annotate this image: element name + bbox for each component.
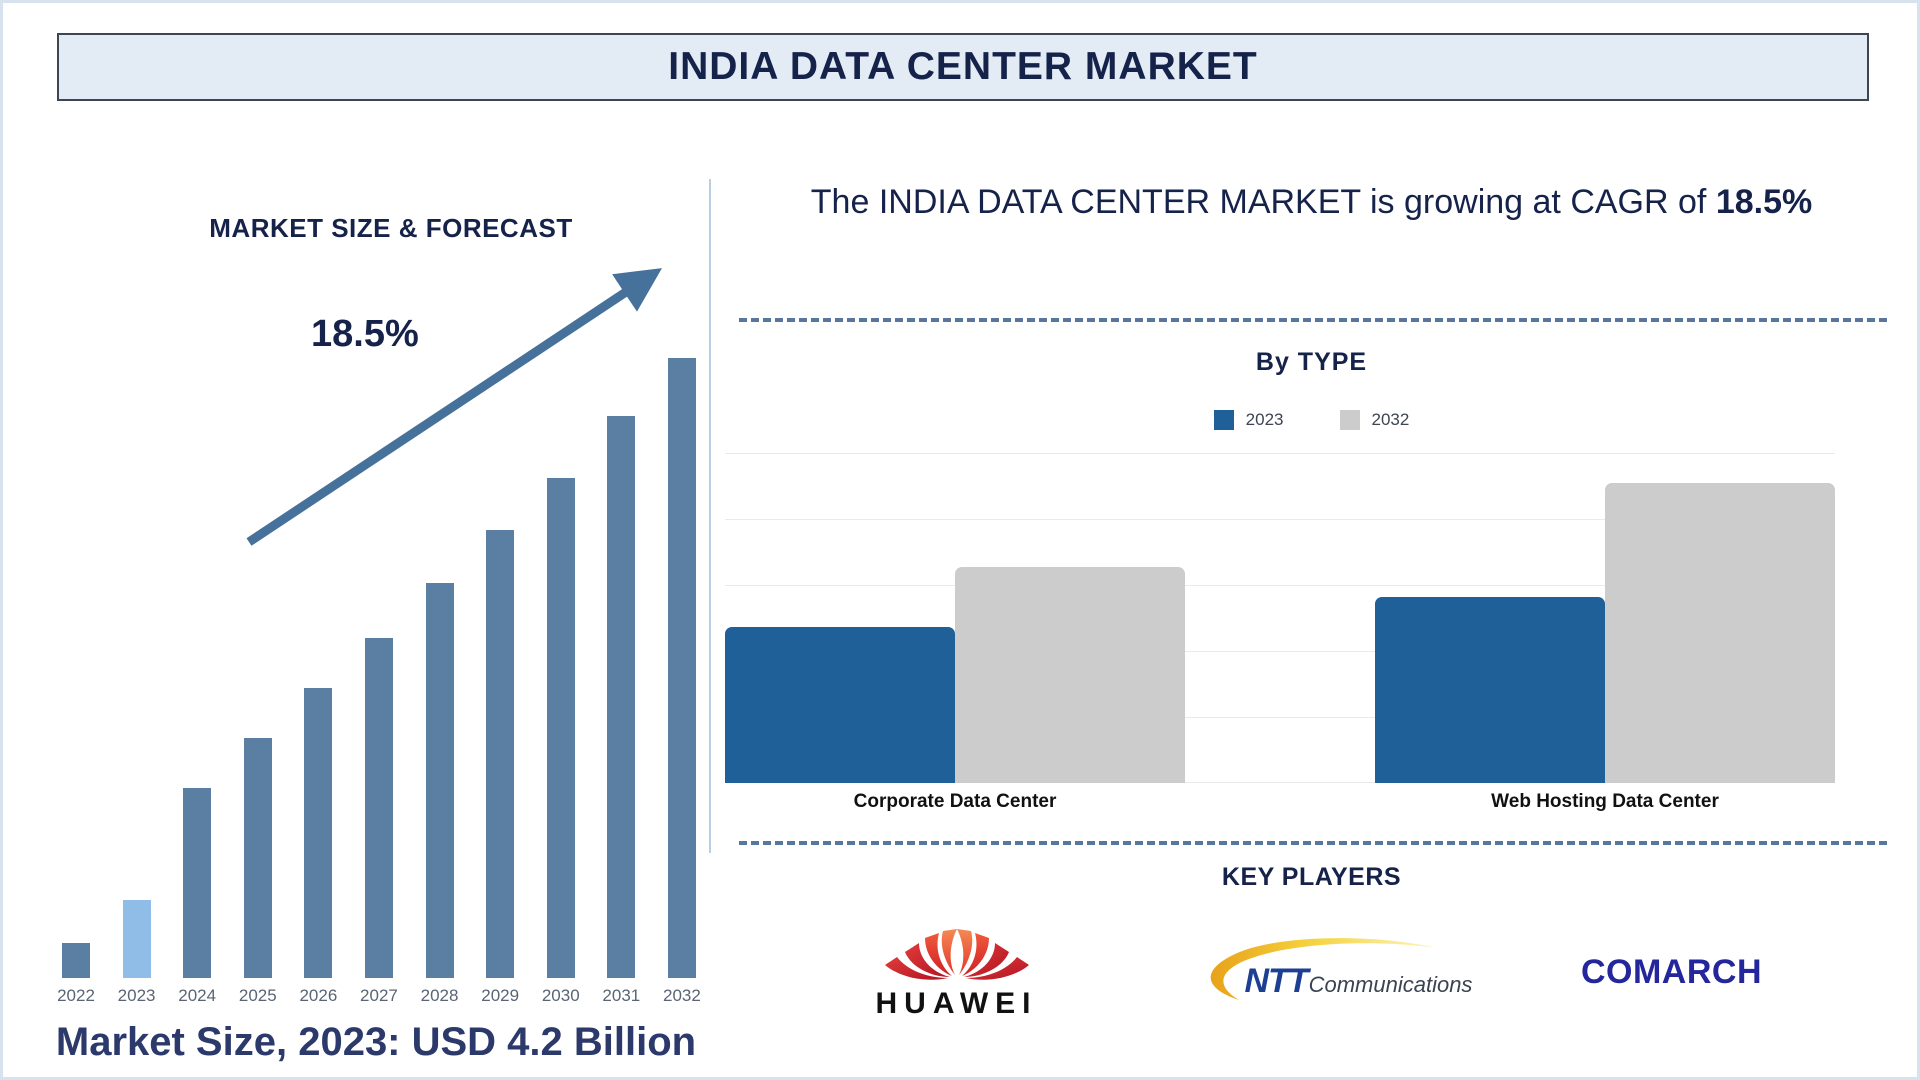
comarch-wordmark: COMARCH xyxy=(1580,952,1763,991)
legend-item-2032: 2032 xyxy=(1339,410,1410,430)
bar-corporate-2023 xyxy=(725,627,955,783)
ntt-swoosh-icon xyxy=(1210,938,1437,1000)
bar-2031 xyxy=(607,416,636,978)
bar-2028 xyxy=(425,583,454,978)
bar-column xyxy=(419,278,461,978)
chart-legend: 2023 2032 xyxy=(719,410,1904,430)
bar-column xyxy=(600,278,642,978)
legend-label: 2032 xyxy=(1371,410,1410,429)
year-label: 2031 xyxy=(602,986,641,1005)
year-label: 2029 xyxy=(481,986,520,1005)
bar-2025 xyxy=(243,738,272,978)
bar-column xyxy=(176,278,218,978)
year-label: 2032 xyxy=(663,986,701,1005)
bar-2022 xyxy=(62,943,90,978)
group-web-hosting-data-center xyxy=(1375,453,1835,783)
page-title: INDIA DATA CENTER MARKET xyxy=(668,45,1258,88)
key-players-logos: HUAWEI NTT Communications xyxy=(719,923,1904,1021)
bar-2032 xyxy=(667,358,696,978)
category-label: Web Hosting Data Center xyxy=(1491,791,1719,812)
legend-swatch-icon xyxy=(1339,410,1360,430)
huawei-logo: HUAWEI xyxy=(837,923,1077,1021)
year-label: 2023 xyxy=(117,986,156,1005)
year-axis-labels: 2022 2023 2024 2025 2026 2027 2028 2029 … xyxy=(49,986,709,1006)
year-label: 2027 xyxy=(360,986,398,1005)
group-corporate-data-center xyxy=(725,453,1185,783)
ntt-wordmark: NTT Communications xyxy=(1245,962,1473,1001)
bar-column xyxy=(540,278,582,978)
market-size-value: Market Size, 2023: USD 4.2 Billion xyxy=(55,1020,697,1064)
bar-groups xyxy=(725,453,1835,783)
bar-column xyxy=(479,278,521,978)
divider-top xyxy=(739,318,1887,322)
bar-webhosting-2032 xyxy=(1605,483,1835,783)
legend-item-2023: 2023 xyxy=(1213,410,1284,430)
cagr-headline-value: 18.5% xyxy=(1715,183,1813,221)
ntt-initials: NTT xyxy=(1244,962,1309,1000)
bar-2026 xyxy=(304,688,333,978)
bar-2027 xyxy=(364,638,393,978)
bar-2023 xyxy=(122,900,151,978)
gridline xyxy=(725,453,1835,454)
year-label: 2026 xyxy=(299,986,338,1005)
gridline xyxy=(725,519,1835,520)
bar-column xyxy=(661,278,703,978)
gridline xyxy=(725,782,1835,783)
year-label: 2022 xyxy=(57,986,95,1005)
huawei-flower-icon xyxy=(884,929,1029,980)
ntt-suffix: Communications xyxy=(1308,972,1473,997)
divider-bottom xyxy=(739,841,1887,845)
bar-column xyxy=(297,278,339,978)
market-size-bar-chart xyxy=(49,278,709,978)
bar-corporate-2032 xyxy=(955,567,1185,783)
gridline xyxy=(725,651,1835,652)
bar-column xyxy=(358,278,400,978)
bar-webhosting-2023 xyxy=(1375,597,1605,783)
bar-column xyxy=(116,278,158,978)
segment-title: By TYPE xyxy=(1255,348,1368,376)
category-axis-labels: Corporate Data Center Web Hosting Data C… xyxy=(725,791,1835,813)
market-size-heading: MARKET SIZE & FORECAST xyxy=(209,213,573,243)
cagr-headline: The INDIA DATA CENTER MARKET is growing … xyxy=(719,180,1904,225)
panel-divider xyxy=(709,179,711,853)
ntt-communications-logo: NTT Communications xyxy=(1187,932,1472,1012)
bar-2030 xyxy=(546,478,575,978)
gridline xyxy=(725,717,1835,718)
bars-row xyxy=(49,278,709,978)
bar-2024 xyxy=(183,788,212,978)
huawei-wordmark: HUAWEI xyxy=(875,987,1038,1020)
chart-gridlines xyxy=(725,453,1835,783)
comarch-logo: COMARCH xyxy=(1557,953,1787,992)
gridline xyxy=(725,585,1835,586)
year-label: 2030 xyxy=(541,986,580,1005)
year-label: 2025 xyxy=(238,986,277,1005)
segments-panel: The INDIA DATA CENTER MARKET is growing … xyxy=(719,128,1904,1068)
category-label: Corporate Data Center xyxy=(853,791,1057,812)
legend-label: 2023 xyxy=(1245,410,1284,429)
cagr-headline-prefix: The INDIA DATA CENTER MARKET is growing … xyxy=(810,183,1716,221)
legend-swatch-icon xyxy=(1213,410,1234,430)
by-type-bar-chart xyxy=(725,453,1835,783)
bar-column xyxy=(237,278,279,978)
bar-column xyxy=(55,278,97,978)
key-players-title: KEY PLAYERS xyxy=(1221,863,1402,891)
year-label: 2024 xyxy=(178,986,217,1005)
page-title-banner: INDIA DATA CENTER MARKET xyxy=(57,33,1869,101)
market-size-panel: MARKET SIZE & FORECAST 18.5% xyxy=(21,128,711,1064)
bar-2029 xyxy=(486,530,515,978)
year-label: 2028 xyxy=(420,986,459,1005)
